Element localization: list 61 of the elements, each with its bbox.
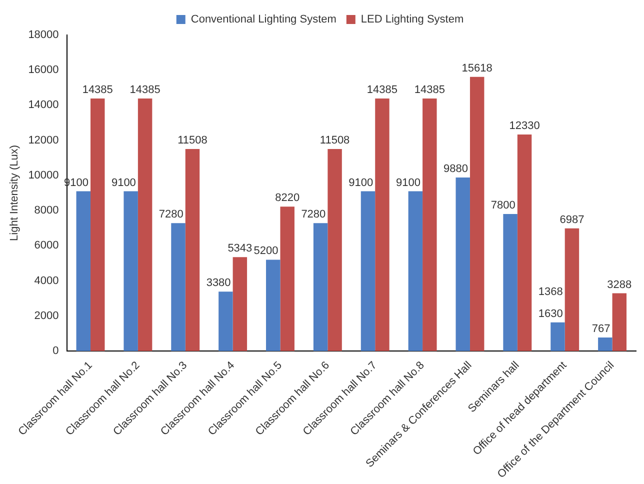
data-label: 11508 <box>320 134 350 146</box>
data-label: 11508 <box>178 134 208 146</box>
bar <box>313 223 328 351</box>
bar <box>517 134 532 351</box>
data-label: 5343 <box>228 242 252 255</box>
bar <box>564 228 580 351</box>
bar <box>375 98 390 351</box>
bar <box>232 257 248 351</box>
bar <box>503 214 518 351</box>
data-label: 12330 <box>509 120 540 132</box>
bar <box>470 76 484 351</box>
data-label: 7280 <box>301 208 326 221</box>
bar <box>138 98 152 351</box>
y-tick-label: 6000 <box>34 240 59 252</box>
data-label: 9880 <box>443 163 468 176</box>
bar <box>598 338 612 351</box>
bar <box>266 260 280 351</box>
data-label: 6987 <box>560 214 584 226</box>
y-tick-label: 0 <box>52 345 59 357</box>
bar <box>360 191 376 351</box>
data-label: 14385 <box>82 84 113 96</box>
legend-label: Conventional Lighting System <box>190 14 336 26</box>
bar <box>171 223 186 351</box>
y-tick-label: 10000 <box>28 169 59 182</box>
data-label: 3380 <box>206 277 231 290</box>
data-label: 15618 <box>462 62 492 74</box>
data-label: 767 <box>592 323 610 336</box>
bar <box>456 178 470 351</box>
y-tick-label: 12000 <box>28 134 59 146</box>
bar <box>550 322 565 351</box>
bar <box>408 191 423 351</box>
bar <box>185 148 200 351</box>
bar <box>90 98 105 351</box>
y-tick-label: 16000 <box>28 64 59 76</box>
data-label: 14385 <box>366 84 398 96</box>
data-label: 7800 <box>490 200 516 212</box>
data-label: 7280 <box>158 208 184 221</box>
bar <box>328 148 342 351</box>
bar <box>612 293 627 351</box>
data-label: 9100 <box>111 176 136 189</box>
data-label: 5200 <box>254 245 278 258</box>
y-tick-label: 4000 <box>34 274 59 287</box>
y-axis-title: Light Intensity (Lux) <box>8 144 21 241</box>
data-label: 3288 <box>607 278 632 291</box>
data-label: 14385 <box>414 84 445 96</box>
data-label: 9100 <box>348 176 374 189</box>
bar <box>76 191 91 351</box>
data-label: 14385 <box>130 84 160 96</box>
y-tick-label: 8000 <box>34 204 59 217</box>
data-label: 1630 <box>538 308 563 320</box>
bar <box>218 292 233 351</box>
bar <box>124 191 138 351</box>
bar <box>280 206 294 351</box>
y-tick-label: 18000 <box>28 29 59 42</box>
y-tick-label: 14000 <box>28 99 59 112</box>
y-tick-label: 2000 <box>34 310 59 322</box>
data-label: 9100 <box>396 176 421 189</box>
data-label: 8220 <box>275 192 300 204</box>
legend-label: LED Lighting System <box>360 14 464 26</box>
annotation: 1368 <box>538 286 563 298</box>
bar <box>422 98 437 351</box>
